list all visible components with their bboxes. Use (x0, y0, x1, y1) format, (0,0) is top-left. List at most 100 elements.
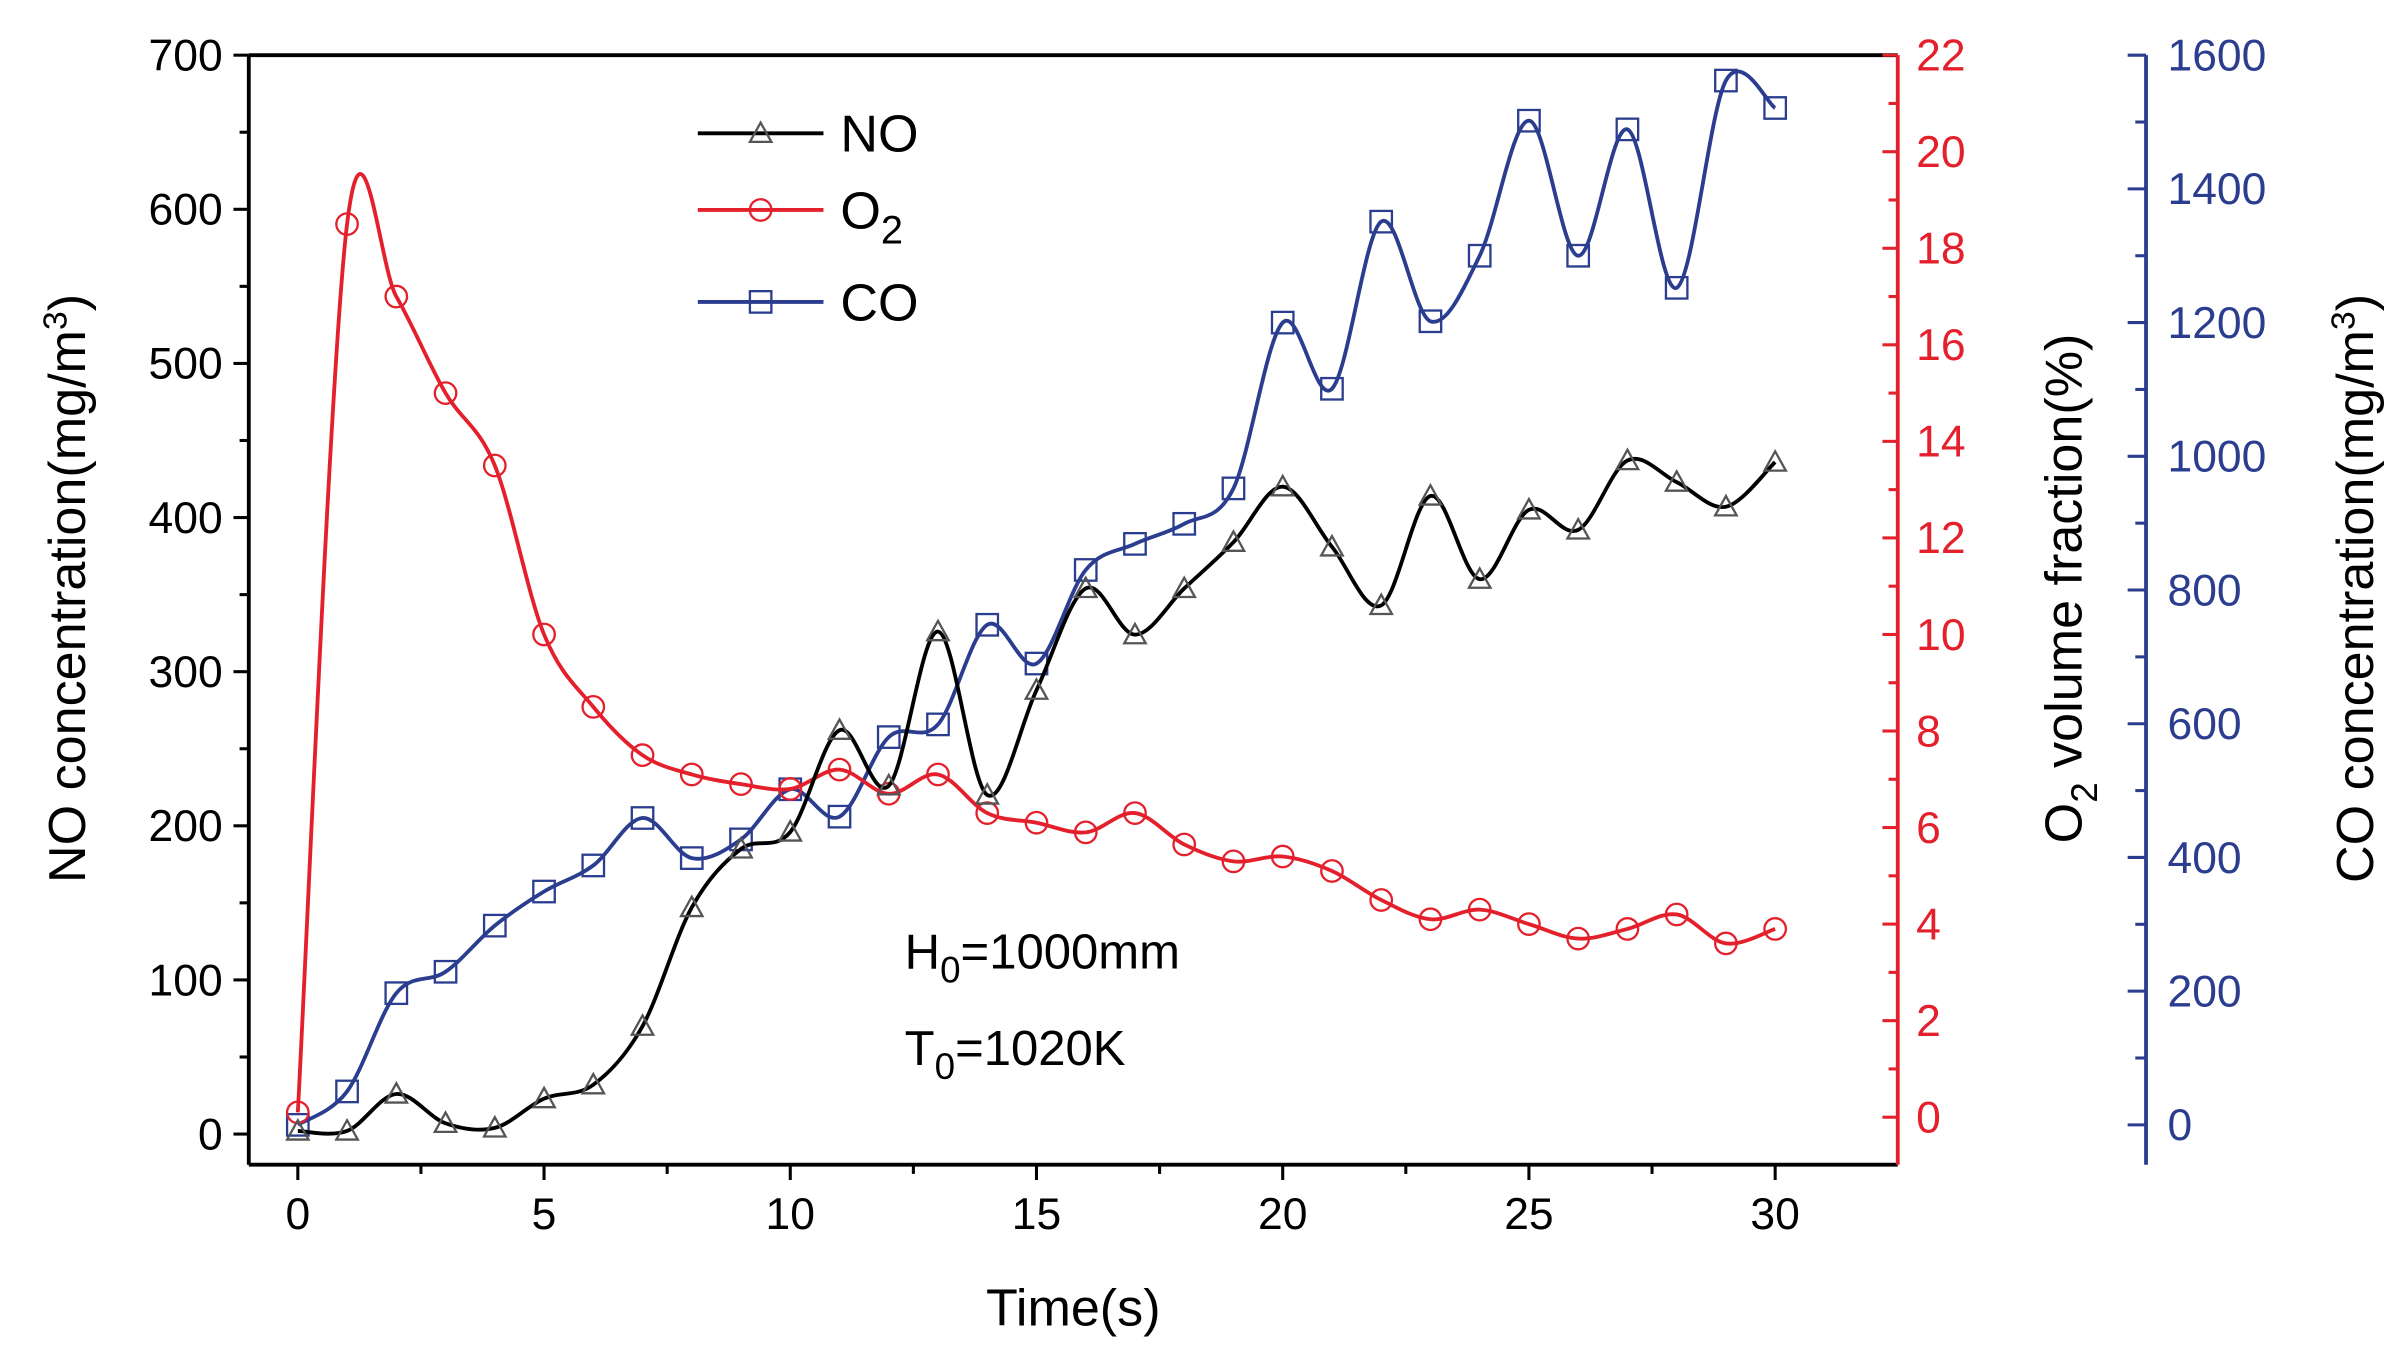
data-point-no (334, 1117, 360, 1141)
data-point-o2 (975, 801, 1000, 825)
data-point-o2 (1467, 897, 1492, 922)
data-point-no (432, 1110, 459, 1134)
x-tick-label: 5 (532, 1190, 557, 1239)
data-point-co (1270, 310, 1295, 335)
series-no (285, 447, 1788, 1141)
co-tick-label: 200 (2167, 967, 2241, 1016)
data-point-co (827, 804, 852, 829)
data-point-o2 (729, 772, 753, 796)
series-line-co (296, 69, 1777, 1127)
data-point-co (1714, 68, 1738, 93)
data-point-co (285, 1112, 310, 1137)
data-point-o2 (1073, 820, 1098, 845)
o2-tick-label: 22 (1916, 31, 1965, 80)
x-tick-label: 20 (1258, 1190, 1307, 1239)
data-point-no (1663, 469, 1690, 492)
o2-tick-label: 10 (1916, 611, 1965, 660)
data-point-no (1614, 447, 1641, 471)
data-point-co (630, 806, 655, 830)
data-point-o2 (926, 762, 950, 787)
o2-tick-label: 2 (1916, 997, 1941, 1046)
data-point-no (285, 1117, 311, 1141)
o2-tick-label: 4 (1916, 900, 1941, 949)
data-point-co (1369, 209, 1394, 234)
x-tick-label: 15 (1012, 1190, 1061, 1239)
data-point-o2 (285, 1100, 310, 1125)
left-tick-label: 0 (198, 1110, 223, 1159)
data-point-co (384, 981, 409, 1006)
data-point-co (926, 712, 950, 737)
annotation-t0: T0=1020K (905, 1022, 1126, 1087)
data-point-co (1615, 117, 1640, 142)
o2-tick-label: 16 (1916, 321, 1965, 370)
data-point-no (777, 818, 803, 842)
plot-area (285, 68, 1788, 1141)
x-tick-label: 0 (285, 1190, 310, 1239)
data-point-co (581, 853, 606, 878)
data-point-no (1073, 575, 1099, 599)
data-point-no (1565, 516, 1591, 540)
data-point-co (1664, 275, 1689, 300)
data-point-co (1467, 243, 1492, 268)
data-point-o2 (1664, 902, 1689, 927)
co-axis-title: CO concentration(mg/m3) (2324, 294, 2384, 883)
data-point-no (1467, 566, 1493, 589)
legend-label-o2: O2 (840, 182, 903, 252)
data-point-o2 (827, 757, 852, 782)
data-point-o2 (532, 622, 556, 647)
data-point-o2 (1123, 801, 1147, 825)
left-tick-label: 200 (149, 802, 223, 851)
data-point-o2 (1221, 849, 1246, 874)
data-point-co (1517, 108, 1541, 133)
o2-tick-label: 0 (1916, 1094, 1941, 1143)
co-tick-label: 1000 (2167, 433, 2266, 482)
data-point-co (433, 959, 458, 984)
data-point-no (1270, 473, 1296, 497)
data-point-no (1171, 575, 1197, 599)
data-point-no (1122, 621, 1148, 645)
co-tick-label: 400 (2167, 834, 2241, 883)
legend-item-o2: O2 (697, 182, 903, 253)
o2-tick-label: 20 (1916, 128, 1965, 177)
data-point-no (629, 1013, 656, 1036)
left-tick-label: 100 (149, 956, 223, 1005)
annotation-h0: H0=1000mm (905, 926, 1180, 991)
co-tick-label: 600 (2167, 700, 2241, 749)
data-point-no (679, 894, 705, 918)
data-point-o2 (1566, 926, 1591, 951)
data-point-o2 (384, 284, 409, 309)
left-axis-title: NO concentration(mg/m3) (36, 294, 96, 883)
o2-axis-title: O2 volume fraction(%) (2036, 334, 2105, 844)
x-tick-label: 10 (766, 1190, 815, 1239)
left-tick-label: 700 (149, 31, 223, 80)
data-point-o2 (335, 212, 359, 237)
data-point-co (1172, 511, 1197, 536)
series-line-o2 (295, 172, 1776, 1113)
co-tick-label: 800 (2167, 566, 2241, 615)
co-tick-label: 0 (2167, 1101, 2192, 1150)
left-tick-label: 600 (149, 186, 223, 235)
data-point-no (826, 717, 853, 740)
o2-tick-label: 14 (1916, 418, 1965, 467)
data-point-co (679, 846, 704, 870)
data-point-o2 (482, 453, 507, 478)
data-point-no (1417, 482, 1444, 506)
data-point-no (1713, 493, 1739, 517)
data-point-o2 (1024, 810, 1049, 835)
data-point-no (531, 1085, 557, 1109)
legend-label-no: NO (840, 106, 918, 164)
left-tick-label: 500 (149, 340, 223, 389)
data-point-o2 (679, 762, 704, 787)
o2-tick-label: 8 (1916, 707, 1941, 756)
co-tick-label: 1600 (2167, 31, 2266, 80)
data-point-no (1516, 496, 1542, 520)
data-point-no (1368, 592, 1394, 616)
data-point-o2 (581, 694, 606, 719)
data-point-no (876, 772, 902, 796)
legend-label-co: CO (840, 274, 918, 332)
co-tick-label: 1400 (2167, 165, 2266, 214)
axes: 0 5 10 15 20 25 300100200300400500600700024681… (149, 31, 2267, 1239)
data-point-o2 (1763, 917, 1788, 941)
data-point-co (1320, 376, 1344, 401)
